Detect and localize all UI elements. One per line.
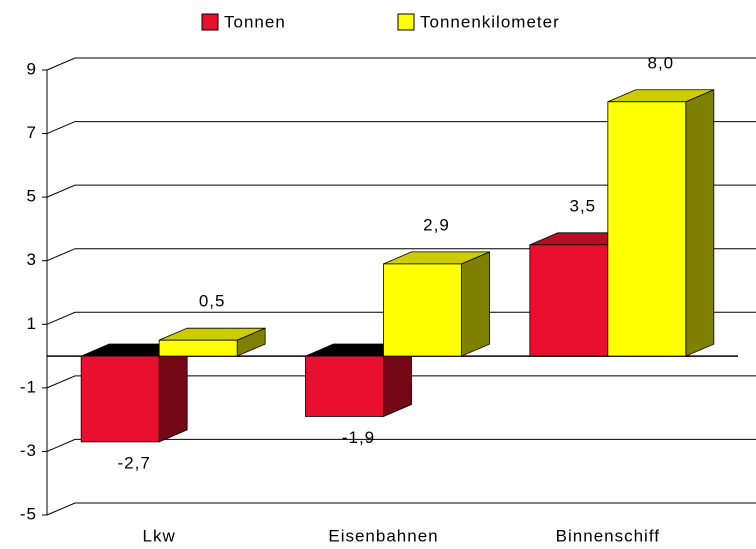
grid-line <box>46 311 756 325</box>
x-tick-label: Lkw <box>143 526 176 545</box>
value-label: 8,0 <box>648 53 675 72</box>
y-tick-label: 7 <box>27 123 37 142</box>
grid-line <box>46 375 756 389</box>
grid-line <box>46 57 756 71</box>
value-label: 0,5 <box>199 292 226 311</box>
y-tick-label: 9 <box>27 59 37 78</box>
bar-side <box>685 89 715 357</box>
bar <box>383 263 462 357</box>
legend-label: Tonnen <box>224 12 286 31</box>
grid-line <box>46 502 756 516</box>
y-tick-label: -1 <box>20 377 37 396</box>
bar <box>158 339 238 357</box>
bar <box>529 244 609 357</box>
bar-side <box>461 251 490 357</box>
legend-swatch <box>201 13 219 31</box>
bar <box>305 355 384 417</box>
value-label: -1,9 <box>342 428 375 447</box>
grid-line <box>46 121 756 135</box>
grid-line <box>46 438 756 452</box>
grid-line <box>46 184 756 198</box>
legend-swatch <box>397 13 415 31</box>
x-tick-label: Binnenschiff <box>556 526 660 545</box>
legend-label: Tonnenkilometer <box>420 12 560 31</box>
y-tick-label: 1 <box>27 314 37 333</box>
x-tick-label: Eisenbahnen <box>328 526 438 545</box>
value-label: -2,7 <box>118 453 151 472</box>
bar-side <box>158 343 188 443</box>
value-label: 3,5 <box>570 196 597 215</box>
y-tick-label: -3 <box>20 441 37 460</box>
y-tick-label: 5 <box>27 187 37 206</box>
bar <box>607 101 687 357</box>
bar <box>80 355 160 443</box>
grid-line <box>46 248 756 262</box>
y-tick-label: -5 <box>20 504 37 523</box>
y-tick-label: 3 <box>27 250 37 269</box>
value-label: 2,9 <box>423 215 450 234</box>
